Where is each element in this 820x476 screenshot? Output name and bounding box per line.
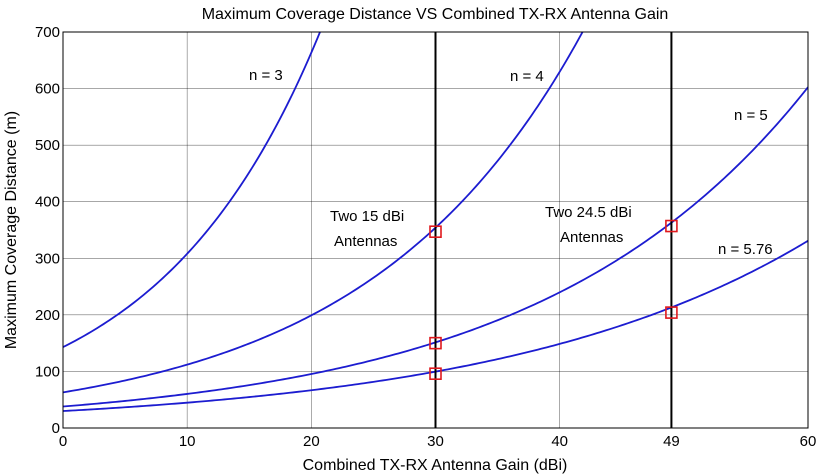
annotation-245dbi-line2: Antennas [560,229,623,246]
x-axis-label: Combined TX-RX Antenna Gain (dBi) [303,457,568,474]
label-n576: n = 5.76 [718,241,773,258]
chart-title: Maximum Coverage Distance VS Combined TX… [202,6,669,23]
x-tick-label: 40 [551,433,568,450]
y-tick-label: 100 [35,363,60,380]
data-point-marker [665,306,678,319]
label-n4: n = 4 [510,68,544,85]
y-tick-label: 300 [35,250,60,267]
x-tick-label: 60 [800,433,817,450]
x-tick-label: 0 [59,433,67,450]
x-tick-labels: 0 10 20 30 40 49 60 [59,433,817,450]
label-n3: n = 3 [249,67,283,84]
annotation-15dbi-line2: Antennas [334,233,397,250]
y-tick-label: 600 [35,81,60,98]
y-tick-label: 700 [35,24,60,41]
data-point-marker [665,219,678,233]
series-line [63,32,321,348]
plot-frame [62,31,809,429]
data-point-marker [429,367,442,380]
y-tick-labels: 0 100 200 300 400 500 600 700 [35,24,60,437]
annotation-15dbi-line1: Two 15 dBi [330,208,404,225]
y-tick-label: 500 [35,137,60,154]
data-point-marker [429,225,442,238]
y-tick-label: 200 [35,307,60,324]
vertical-reference-lines [434,32,673,428]
y-tick-label: 0 [52,420,60,437]
x-tick-label: 10 [179,433,196,450]
x-tick-label: 49 [663,433,680,450]
annotation-245dbi-line1: Two 24.5 dBi [545,204,632,221]
x-tick-label: 30 [427,433,444,450]
data-point-marker [429,336,442,350]
y-tick-label: 400 [35,194,60,211]
y-axis-label: Maximum Coverage Distance (m) [3,111,20,349]
intersection-markers [429,219,678,380]
x-tick-label: 20 [303,433,320,450]
label-n5: n = 5 [734,107,768,124]
